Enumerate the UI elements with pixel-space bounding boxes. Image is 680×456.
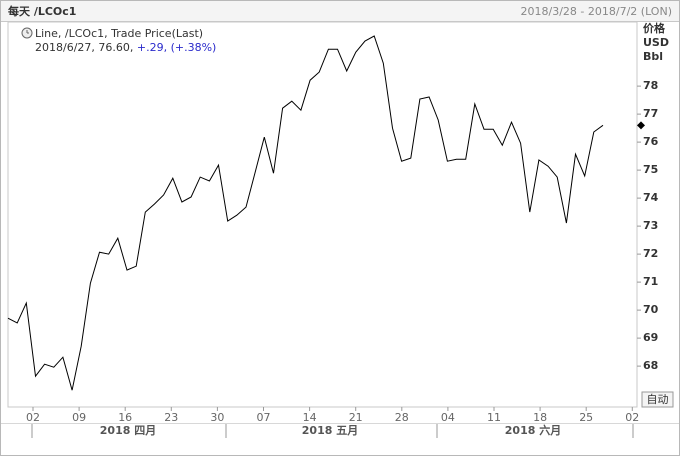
legend-change: +.29, (+.38%) (137, 41, 216, 54)
last-value-marker (637, 121, 645, 130)
y-tick-label: 73 (643, 219, 658, 232)
x-tick-label: 04 (441, 411, 455, 424)
x-tick-label: 11 (487, 411, 501, 424)
date-range: 2018/3/28 - 2018/7/2 (LON) (521, 5, 672, 18)
y-axis-label: 价格 (643, 21, 666, 35)
x-tick-label: 28 (395, 411, 409, 424)
legend-last: 2018/6/27, 76.60, +.29, (+.38%) (35, 41, 216, 54)
x-tick-label: 16 (118, 411, 132, 424)
y-tick-label: 75 (643, 163, 658, 176)
auto-button-label[interactable]: 自动 (647, 393, 669, 406)
x-tick-label: 21 (349, 411, 363, 424)
y-tick-label: 71 (643, 275, 658, 288)
y-tick-label: 78 (643, 79, 658, 92)
y-tick-label: 76 (643, 135, 659, 148)
month-label: 2018 四月 (100, 424, 156, 437)
chart-title: 每天 /LCOc1 (8, 4, 76, 18)
auto-button[interactable] (641, 391, 674, 408)
x-tick-label: 23 (164, 411, 178, 424)
price-line (7, 35, 604, 391)
x-tick-label: 18 (533, 411, 547, 424)
x-tick-label: 25 (579, 411, 593, 424)
y-axis-label: Bbl (643, 50, 663, 63)
legend-last-value: 2018/6/27, 76.60, (35, 41, 133, 54)
x-tick-label: 14 (303, 411, 317, 424)
y-tick-label: 68 (643, 359, 658, 372)
month-label: 2018 六月 (505, 423, 561, 437)
y-tick-label: 74 (643, 191, 659, 204)
x-tick-label: 09 (72, 411, 86, 424)
header-bar (1, 1, 679, 21)
legend-series: Line, /LCOc1, Trade Price(Last) (35, 27, 203, 40)
x-tick-label: 30 (210, 411, 224, 424)
y-tick-label: 77 (643, 107, 658, 120)
y-tick-label: 70 (643, 303, 659, 316)
y-tick-label: 72 (643, 247, 658, 260)
x-tick-label: 07 (257, 411, 271, 424)
plot-area (7, 21, 638, 408)
x-tick-label: 02 (26, 411, 40, 424)
y-tick-label: 69 (643, 331, 658, 344)
x-tick-label: 02 (625, 411, 639, 424)
month-label: 2018 五月 (302, 424, 358, 437)
y-axis-label: USD (643, 36, 669, 49)
